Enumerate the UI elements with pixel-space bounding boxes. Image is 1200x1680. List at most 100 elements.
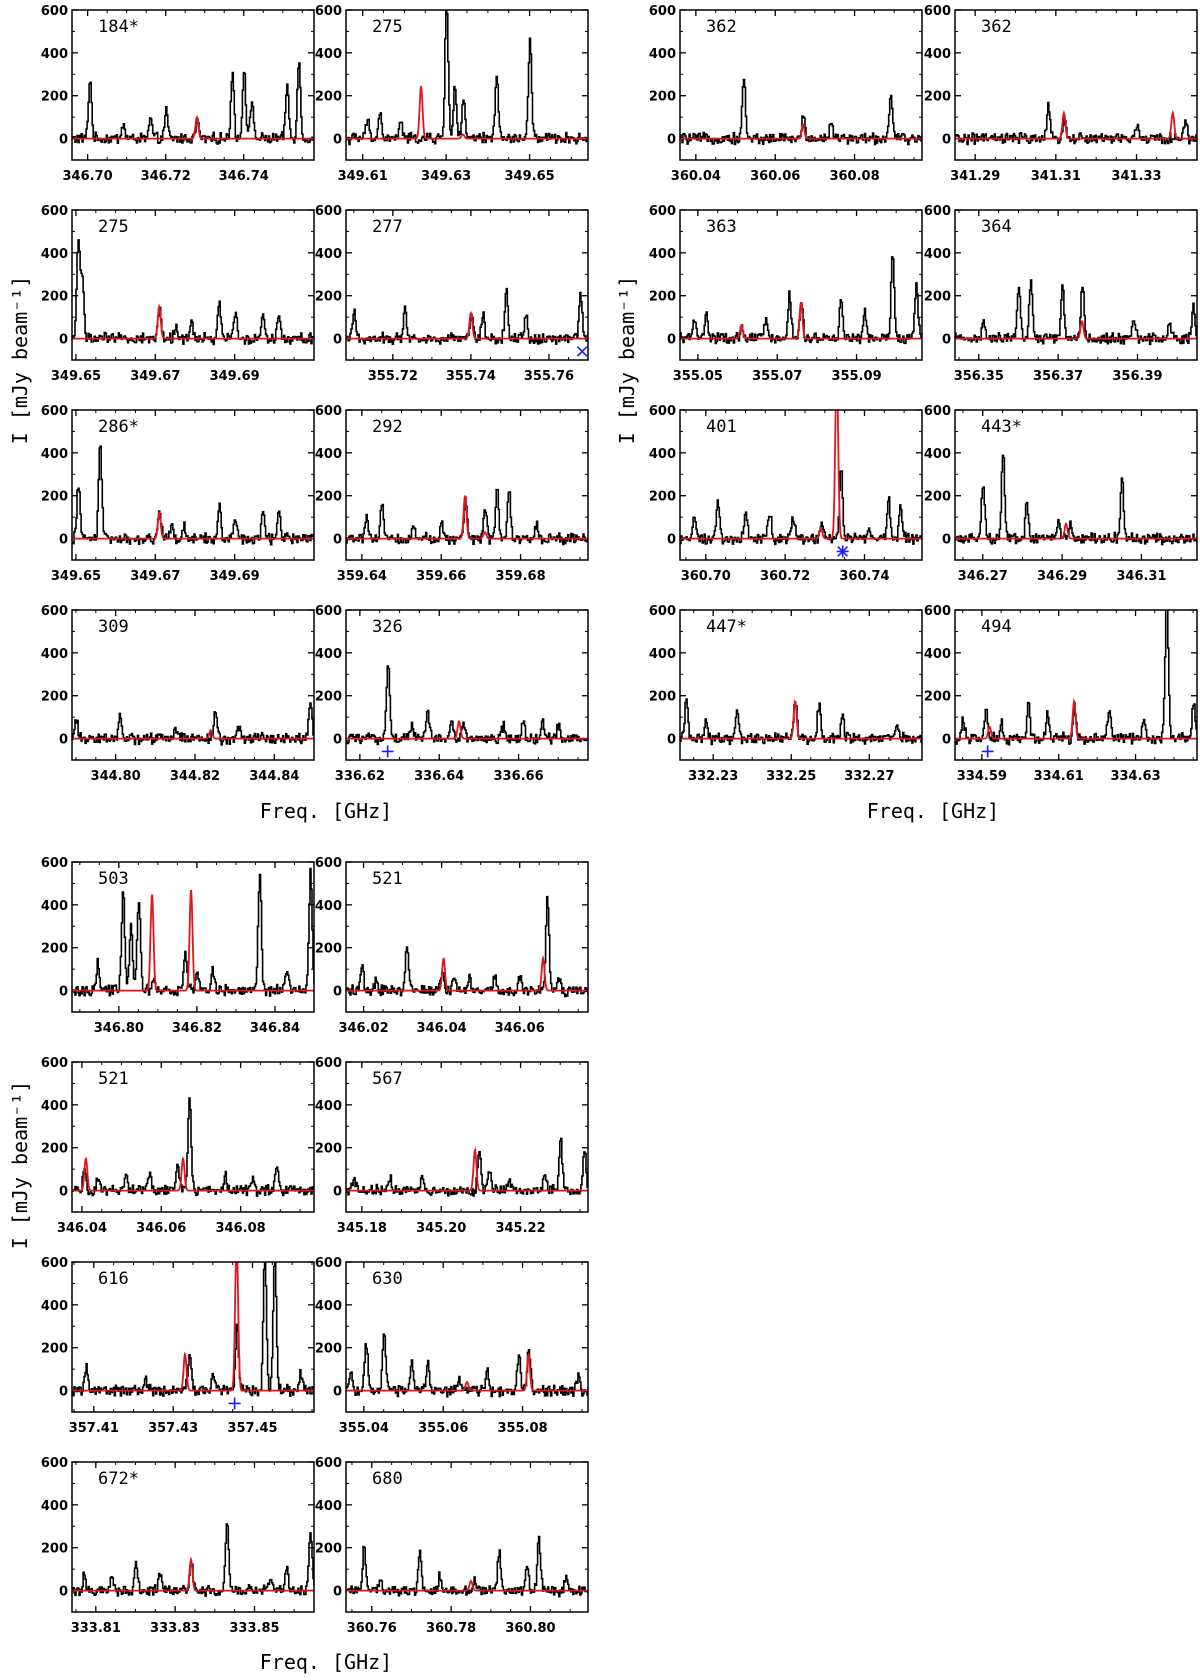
spectrum-panel: 0 200 400 600 355.72 355.74 355.76 277: [315, 204, 589, 384]
x-tick-label: 360.74: [839, 569, 889, 584]
y-tick-label: 600: [315, 204, 342, 219]
y-tick-label: 200: [924, 490, 951, 505]
x-tick-label: 345.22: [495, 1221, 545, 1236]
x-tick-label: 360.04: [671, 169, 721, 184]
y-tick-label: 600: [41, 1256, 68, 1271]
y-tick-label: 0: [942, 133, 951, 148]
x-tick-label: 349.65: [505, 169, 555, 184]
spectrum-panel: 0 200 400 600 360.04 360.06 360.08 362: [649, 4, 923, 184]
y-tick-label: 200: [315, 690, 342, 705]
y-tick-label: 600: [315, 1456, 342, 1471]
x-tick-label: 333.81: [71, 1621, 121, 1636]
y-tick-label: 400: [924, 647, 951, 662]
model-spectrum-line: [346, 1146, 588, 1192]
spectrum-panel: 0 200 400 600 356.35 356.37 356.39 364: [924, 204, 1198, 384]
y-tick-label: 600: [924, 4, 951, 19]
panel-frame: [71, 409, 315, 561]
observed-spectrum-line: [680, 698, 922, 746]
panel-frame: [345, 861, 589, 1013]
line-marker-x: [576, 346, 588, 357]
x-tick-label: 336.64: [414, 769, 464, 784]
y-tick-label: 0: [333, 985, 342, 1000]
panel-label: 326: [372, 617, 403, 637]
panel-label: 401: [706, 417, 737, 437]
panel-label: 362: [706, 17, 737, 37]
x-tick-label: 346.06: [136, 1221, 186, 1236]
panel-frame: [71, 1261, 315, 1413]
panel-label: 364: [981, 217, 1012, 237]
panel-frame: [345, 609, 589, 761]
y-tick-label: 0: [942, 333, 951, 348]
model-spectrum-line: [680, 410, 922, 540]
y-tick-label: 400: [649, 647, 676, 662]
model-spectrum-line: [346, 1353, 588, 1392]
x-tick-label: 334.61: [1034, 769, 1084, 784]
y-tick-label: 200: [924, 90, 951, 105]
observed-spectrum-line: [955, 101, 1197, 146]
model-spectrum-line: [346, 719, 588, 740]
panel-label: 680: [372, 1469, 403, 1489]
spectrum-panel: 0 200 400 600 336.62 336.64 336.66 326: [315, 604, 589, 784]
model-spectrum-line: [680, 122, 922, 140]
y-tick-label: 200: [41, 1142, 68, 1157]
spectrum-panel: 0 200 400 600 334.59 334.61 334.63 494: [924, 604, 1198, 784]
panel-frame: [954, 9, 1198, 161]
panel-label: 362: [981, 17, 1012, 37]
y-tick-label: 200: [649, 90, 676, 105]
x-tick-label: 345.18: [337, 1221, 387, 1236]
y-tick-label: 600: [649, 204, 676, 219]
y-tick-label: 400: [41, 1499, 68, 1514]
panel-frame: [345, 1461, 589, 1613]
x-axis-title-bottom-left: Freq. [GHz]: [260, 1650, 392, 1674]
x-tick-label: 333.85: [229, 1621, 279, 1636]
spectrum-panel: 0 200 400 600 349.61 349.63 349.65 275: [315, 4, 589, 184]
y-tick-label: 600: [41, 404, 68, 419]
y-tick-label: 400: [315, 447, 342, 462]
panel-frame: [71, 609, 315, 761]
panel-frame: [679, 409, 923, 561]
y-tick-label: 200: [315, 1542, 342, 1557]
observed-spectrum-line: [72, 702, 314, 746]
y-tick-label: 600: [315, 404, 342, 419]
y-axis-title-top-right: I [mJy beam⁻¹]: [615, 276, 639, 445]
x-tick-label: 341.31: [1031, 169, 1081, 184]
model-spectrum-line: [346, 310, 588, 340]
panel-frame: [345, 409, 589, 561]
y-tick-label: 0: [59, 333, 68, 348]
spectrum-panel: 0 200 400 600 346.27 346.29 346.31 443*: [924, 404, 1198, 584]
y-tick-label: 400: [315, 247, 342, 262]
panel-frame: [71, 9, 315, 161]
x-tick-label: 355.05: [673, 369, 723, 384]
y-tick-label: 400: [41, 447, 68, 462]
x-tick-label: 346.04: [57, 1221, 107, 1236]
observed-spectrum-line: [72, 62, 314, 145]
x-tick-label: 355.08: [497, 1421, 547, 1436]
x-tick-label: 355.76: [524, 369, 574, 384]
y-tick-label: 600: [924, 604, 951, 619]
x-tick-label: 346.72: [141, 169, 191, 184]
spectrum-panel: 0 200 400 600 341.29 341.31 341.33 362: [924, 4, 1198, 184]
x-tick-label: 360.76: [347, 1621, 397, 1636]
y-tick-label: 0: [59, 533, 68, 548]
observed-spectrum-line: [346, 665, 588, 746]
y-tick-label: 0: [333, 333, 342, 348]
y-tick-label: 0: [333, 533, 342, 548]
model-spectrum-line: [680, 301, 922, 340]
panel-frame: [345, 1261, 589, 1413]
x-tick-label: 360.08: [829, 169, 879, 184]
model-spectrum-line: [955, 697, 1197, 740]
x-tick-label: 349.65: [51, 569, 101, 584]
spectrum-panel: 0 200 400 600 332.23 332.25 332.27 447*: [649, 604, 923, 784]
x-tick-label: 349.69: [210, 369, 260, 384]
x-tick-label: 349.67: [130, 569, 180, 584]
spectrum-panel: 0 200 400 600 360.70 360.72 360.74 401: [649, 404, 923, 584]
y-tick-label: 0: [667, 733, 676, 748]
panel-frame: [71, 1061, 315, 1213]
y-tick-label: 200: [41, 942, 68, 957]
y-tick-label: 600: [924, 204, 951, 219]
panel-frame: [71, 861, 315, 1013]
x-axis-title-top-right: Freq. [GHz]: [867, 799, 999, 823]
spectra-panels: 0 200 400 600 346.70 346.72 346.74 184* 0 200 400 6…: [41, 4, 1198, 1636]
y-tick-label: 600: [41, 604, 68, 619]
